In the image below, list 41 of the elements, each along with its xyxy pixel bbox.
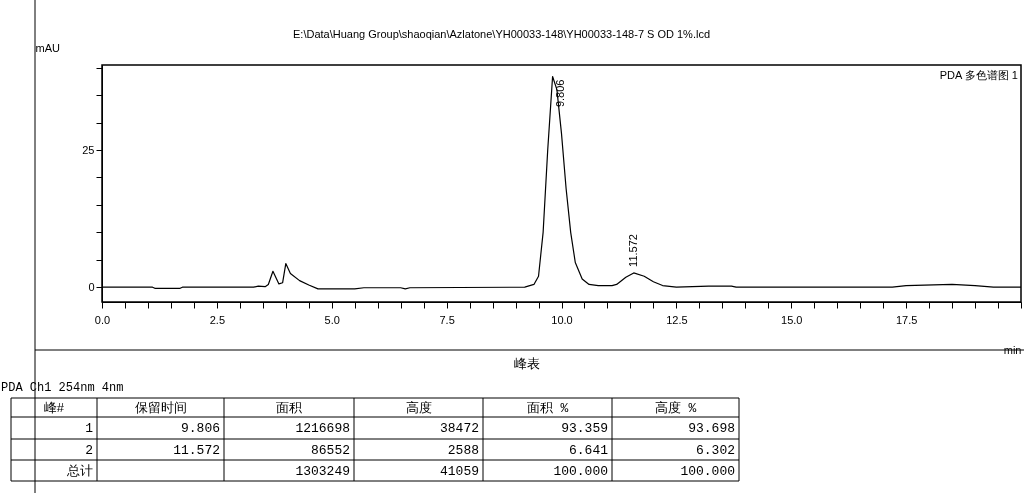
x-tick-label: 2.5 xyxy=(209,313,226,326)
text: 86552 xyxy=(310,442,350,458)
text: 高度 xyxy=(405,399,432,416)
x-tick-label: 5.0 xyxy=(324,313,340,326)
text: 93.359 xyxy=(561,421,608,436)
text: 100.000 xyxy=(553,463,608,479)
annotation: 11.572 xyxy=(626,234,639,267)
text: 11.572 xyxy=(173,442,220,458)
text: 1 xyxy=(85,421,94,436)
text: 6.302 xyxy=(695,442,735,458)
x-tick-label: 17.5 xyxy=(895,313,918,326)
text: 1303249 xyxy=(295,463,350,479)
y-tick-label: 0 xyxy=(88,280,95,293)
text: 6.641 xyxy=(568,442,609,458)
text: 38472 xyxy=(439,421,479,436)
x-tick-label: 7.5 xyxy=(439,313,455,326)
text: 峰表 xyxy=(514,356,540,371)
annotation: 9.806 xyxy=(553,79,566,108)
text: 保留时间 xyxy=(134,400,187,416)
x-tick-label: 10.0 xyxy=(551,313,573,326)
text: 41059 xyxy=(439,463,479,479)
text: 93.698 xyxy=(688,421,735,436)
text: 100.000 xyxy=(680,463,735,479)
x-tick-label: 0.0 xyxy=(94,313,111,326)
text: 1216698 xyxy=(295,421,350,436)
chart-title: E:\Data\Huang Group\shaoqian\Azlatone\YH00033-148\YH00033-148-7 S OD 1%.lcd xyxy=(292,28,711,40)
annotation: PDA 多色谱图 1 xyxy=(939,69,1018,81)
x-tick-label: 12.5 xyxy=(666,313,688,326)
y-tick-label: 25 xyxy=(82,143,95,156)
text: 2588 xyxy=(447,442,479,458)
text: 面积 xyxy=(276,400,302,416)
text: PDA Ch1 254nm 4nm xyxy=(1,381,124,395)
text: 高度 % xyxy=(654,399,697,416)
text: 总计 xyxy=(66,463,93,479)
text: 9.806 xyxy=(180,421,220,436)
text: 2 xyxy=(85,442,93,458)
text: 峰# xyxy=(43,400,65,416)
y-axis-title: mAU xyxy=(35,41,60,54)
x-axis-title: min xyxy=(1003,343,1022,356)
text: 面积 % xyxy=(526,400,569,416)
x-tick-label: 15.0 xyxy=(781,313,803,326)
